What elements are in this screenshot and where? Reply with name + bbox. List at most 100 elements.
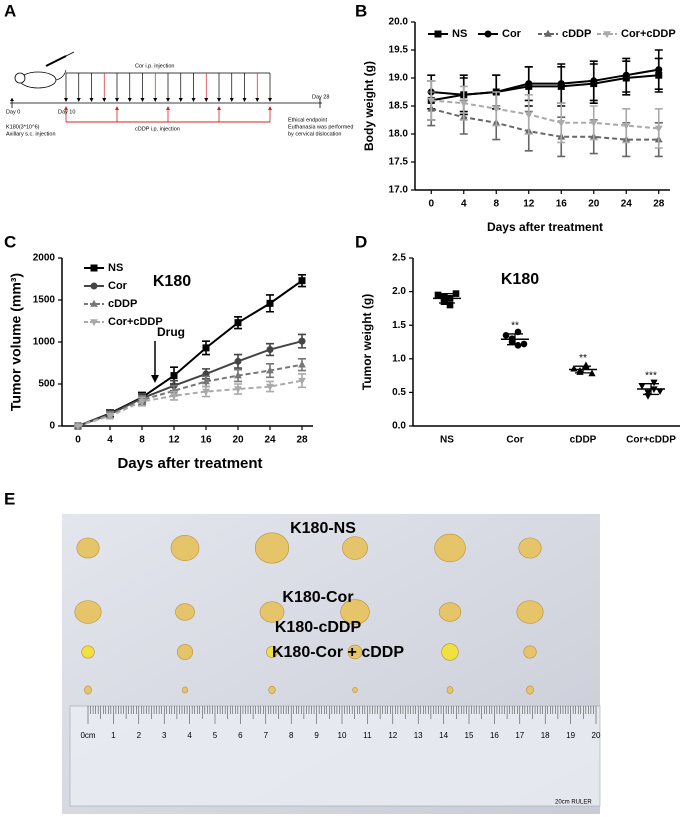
y-tick-label: 1.0 <box>392 353 406 364</box>
legend-label: Cor+cDDP <box>108 316 163 328</box>
label: Day 10 <box>58 109 75 115</box>
significance: ** <box>511 321 519 332</box>
group-label: K180-NS <box>290 520 356 537</box>
marker <box>655 66 663 74</box>
marker <box>298 277 306 285</box>
ruler-label: 7 <box>264 731 269 740</box>
sd-bar <box>575 365 591 374</box>
y-axis-label: Tumor volume (mm³) <box>8 273 24 411</box>
tumor <box>438 602 462 622</box>
legend-marker <box>544 29 552 37</box>
arrow-head <box>268 98 272 102</box>
sd-bar <box>643 383 659 396</box>
y-tick-label: 1500 <box>33 295 56 306</box>
arrow-head <box>268 106 272 110</box>
y-tick-label: 20.0 <box>389 17 409 28</box>
marker <box>298 337 306 345</box>
ruler-label: 19 <box>566 731 575 740</box>
marker <box>520 340 528 348</box>
y-tick-label: 17.0 <box>389 185 409 196</box>
series-line <box>77 379 303 427</box>
y-tick-label: 19.5 <box>389 45 409 56</box>
marker <box>298 360 306 368</box>
arrow-head <box>89 98 94 102</box>
ruler-label: 8 <box>289 731 294 740</box>
legend-marker <box>90 299 98 307</box>
ruler-label: 17 <box>515 731 524 740</box>
series-line <box>431 68 659 96</box>
x-tick-label: 12 <box>168 435 180 446</box>
x-tick-label: NS <box>440 435 454 446</box>
marker <box>644 389 652 397</box>
tumor <box>434 533 466 563</box>
tumor <box>84 685 92 695</box>
marker <box>502 331 510 339</box>
y-tick-label: 0.5 <box>392 387 406 398</box>
y-tick-label: 2.0 <box>392 286 406 297</box>
legend-marker <box>484 30 492 38</box>
timeline-diagram: Cor i.p. injection cDDP i.p. injection D… <box>6 51 353 137</box>
legend-label: cDDP <box>108 298 137 310</box>
label: Euthanasia was performed <box>288 124 353 130</box>
ruler-label: 14 <box>439 731 448 740</box>
arrow-head <box>115 106 119 110</box>
marker <box>298 377 306 385</box>
legend-label: NS <box>108 262 123 274</box>
label: by cervical dislocation <box>288 131 342 137</box>
marker <box>170 392 178 400</box>
group-label: K180-cDDP <box>275 619 362 636</box>
tumor <box>523 645 537 659</box>
y-tick-label: 2.5 <box>392 253 406 264</box>
y-axis-label: Tumor weight (g) <box>360 294 374 390</box>
tumor <box>259 601 285 623</box>
panel-label: B <box>355 1 367 20</box>
marker <box>202 388 210 396</box>
marker <box>234 357 242 365</box>
marker <box>622 71 630 79</box>
x-axis-label: Days after treatment <box>487 220 603 234</box>
y-tick-label: 18.0 <box>389 129 409 140</box>
y-tick-label: 0.0 <box>392 421 406 432</box>
y-tick-label: 17.5 <box>389 157 409 168</box>
ruler-label: 10 <box>338 731 347 740</box>
ruler-brand: 20cm RULER <box>555 800 592 806</box>
ruler-label: 4 <box>187 731 192 740</box>
tumor <box>446 686 454 694</box>
marker <box>202 344 210 352</box>
label: Cor i.p. injection <box>135 63 174 69</box>
x-tick-label: Cor+cDDP <box>626 435 676 446</box>
y-tick-label: 2000 <box>33 253 56 264</box>
y-tick-label: 1.5 <box>392 320 406 331</box>
y-tick-label: 0 <box>49 421 55 432</box>
x-tick-label: Cor <box>506 435 523 446</box>
panel-label: C <box>4 232 16 251</box>
annotation-arrow-head <box>151 375 159 383</box>
marker <box>654 125 663 133</box>
marker <box>234 319 242 327</box>
ruler-label: 0cm <box>80 731 95 740</box>
arrow-head <box>166 98 170 102</box>
marker <box>440 293 448 300</box>
marker <box>266 299 274 307</box>
arrow-head <box>76 98 81 102</box>
marker <box>656 388 664 396</box>
x-tick-label: 20 <box>232 435 244 446</box>
tumor <box>518 537 542 559</box>
arrow-head <box>140 98 145 102</box>
tumor <box>342 536 368 560</box>
x-tick-label: 8 <box>493 199 499 210</box>
x-tick-label: 16 <box>200 435 212 446</box>
marker <box>234 371 242 379</box>
label: Ethical endpoint <box>288 117 328 123</box>
arrow-head <box>217 98 221 102</box>
tumor <box>340 599 370 625</box>
marker <box>590 77 598 85</box>
arrow-head <box>64 98 68 102</box>
arrow-head <box>178 98 183 102</box>
ruler-label: 11 <box>363 731 372 740</box>
marker <box>525 80 533 88</box>
significance: ** <box>579 353 587 364</box>
mouse-icon <box>14 51 75 89</box>
tumor <box>526 685 534 695</box>
